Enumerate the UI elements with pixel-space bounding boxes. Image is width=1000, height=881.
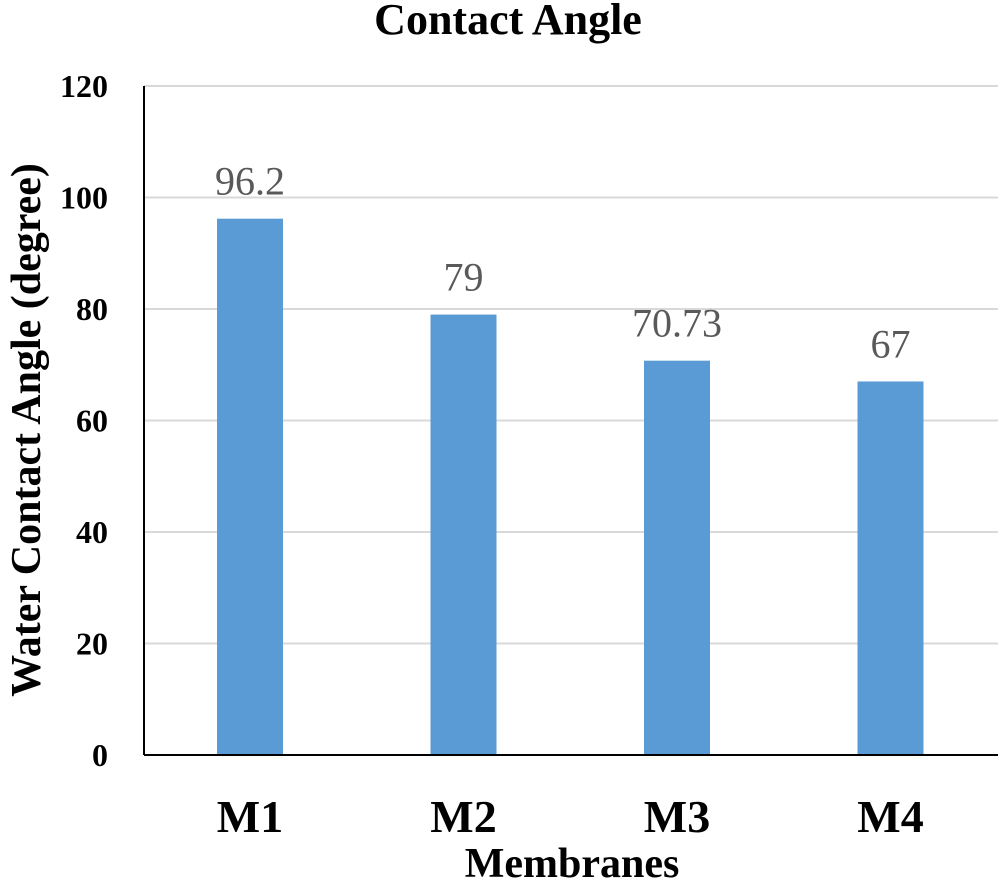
data-label-m4: 67	[871, 321, 911, 366]
y-tick-label: 80	[76, 291, 108, 327]
y-tick-label: 40	[76, 514, 108, 550]
y-axis-title: Water Contact Angle (degree)	[4, 163, 50, 697]
y-tick-label: 60	[76, 403, 108, 439]
chart-title: Contact Angle	[374, 0, 642, 44]
x-axis-ticks: M1 M2 M3 M4	[217, 791, 924, 842]
gridlines	[144, 85, 998, 645]
bar-m4	[857, 381, 924, 755]
bar-m1	[217, 218, 283, 755]
bar-m2	[430, 314, 497, 755]
bar-m3	[644, 360, 710, 755]
y-tick-label: 0	[92, 737, 108, 773]
x-tick-label-m1: M1	[217, 791, 283, 842]
bar-series	[217, 218, 924, 755]
data-label-m3: 70.73	[632, 301, 722, 346]
x-tick-label-m4: M4	[857, 791, 923, 842]
x-tick-label-m3: M3	[644, 791, 710, 842]
data-labels: 96.2 79 70.73 67	[215, 159, 911, 367]
y-tick-label: 20	[76, 626, 108, 662]
x-tick-label-m2: M2	[430, 791, 496, 842]
data-label-m1: 96.2	[215, 159, 285, 204]
y-tick-label: 100	[60, 180, 108, 216]
y-tick-label: 120	[60, 68, 108, 104]
y-axis-ticks: 0 20 40 60 80 100 120	[60, 68, 108, 773]
x-axis-title: Membranes	[465, 841, 680, 881]
data-label-m2: 79	[444, 255, 484, 300]
